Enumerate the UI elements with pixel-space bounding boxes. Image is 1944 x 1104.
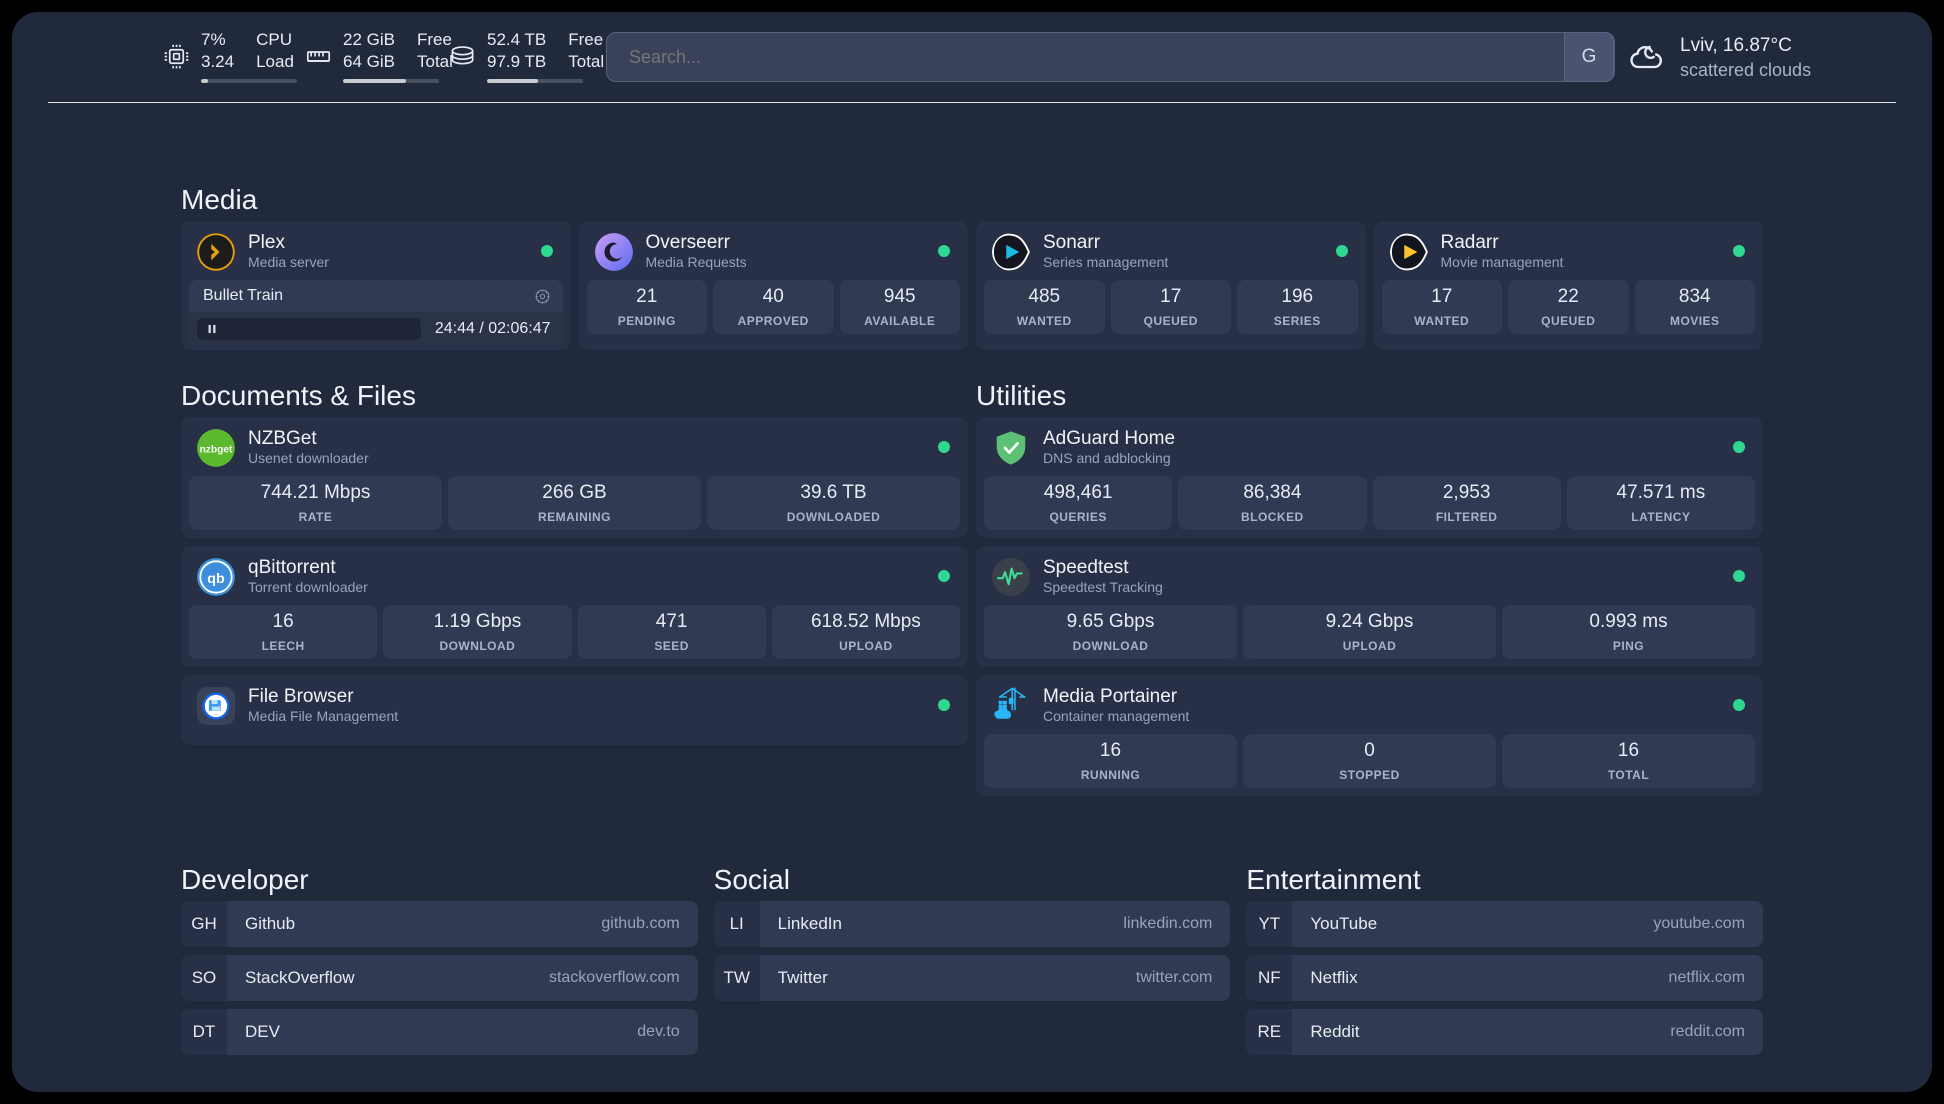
svg-text:nzbget: nzbget bbox=[200, 444, 233, 455]
svg-text:qb: qb bbox=[207, 570, 225, 586]
